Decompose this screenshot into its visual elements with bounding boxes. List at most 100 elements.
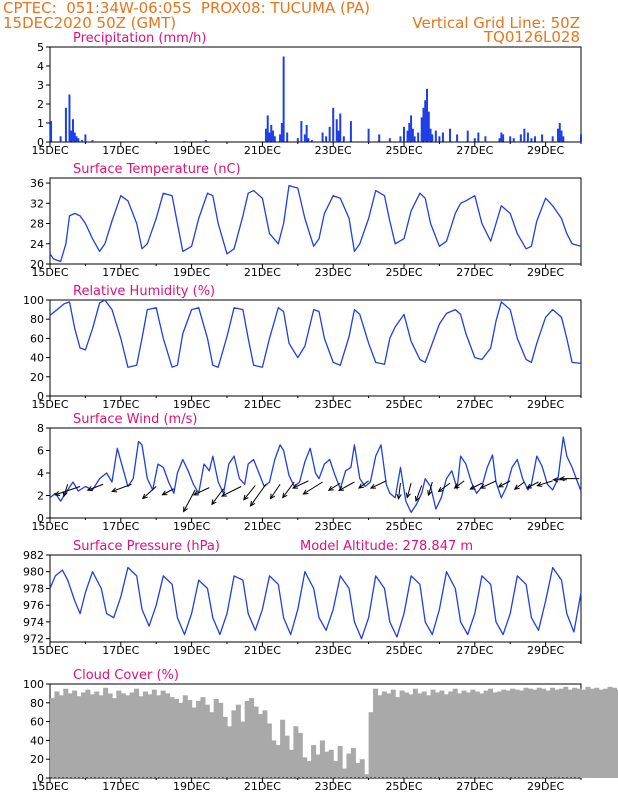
cloud-bar — [156, 695, 162, 778]
cloud-bar — [328, 749, 334, 778]
header-date: 15DEC2020 50Z (GMT) — [3, 14, 177, 32]
cloud-bar — [284, 735, 290, 778]
precip-bar — [431, 134, 434, 142]
wind-arrow-head — [479, 483, 486, 489]
cloud-bar — [355, 762, 361, 778]
cloud-bar — [85, 689, 91, 778]
precip-bar — [378, 134, 381, 142]
cloud-bar — [76, 696, 82, 778]
cloud-bar — [439, 690, 445, 778]
panel-5-ytick-label: 982 — [23, 549, 44, 562]
cloud-bar — [483, 690, 489, 778]
panel-3-ytick-label: 40 — [30, 352, 44, 365]
precip-bar — [558, 123, 561, 142]
panel-1-xtick-label: 19DEC — [173, 144, 210, 157]
panel-6-xtick-label: 27DEC — [456, 780, 493, 793]
wind-arrow — [358, 480, 369, 489]
wind-arrow — [328, 482, 341, 491]
panel-6-xtick-label: 23DEC — [315, 780, 352, 793]
precip-bar — [526, 132, 529, 142]
wind-arrow-head — [220, 491, 227, 497]
cloud-bar — [576, 688, 582, 778]
wind-arrow — [438, 482, 451, 492]
precip-bar — [307, 138, 310, 142]
panel-1-ytick-label: 2 — [37, 98, 44, 111]
panel-2-xtick-label: 17DEC — [102, 266, 139, 279]
cloud-bar — [257, 714, 263, 778]
panel-5-xtick-label: 15DEC — [31, 644, 68, 657]
cloud-bar — [421, 691, 427, 778]
precip-bar — [509, 136, 512, 142]
cloud-bar — [306, 761, 312, 778]
cloud-bar — [169, 697, 175, 778]
cloud-bar — [523, 687, 529, 778]
wind-arrow — [406, 482, 412, 498]
panel-1-xtick-label: 17DEC — [102, 144, 139, 157]
precip-bar — [286, 132, 289, 142]
wind-arrow-head — [405, 492, 411, 499]
cloud-bar — [554, 689, 560, 778]
cloud-bar — [173, 699, 179, 778]
panel-4-xtick-label: 15DEC — [31, 520, 68, 533]
precip-bar — [512, 138, 515, 142]
wind-arrow — [250, 483, 267, 507]
panel-4-ytick-label: 6 — [37, 445, 44, 458]
panel-6-xtick-label: 17DEC — [102, 780, 139, 793]
cloud-bar — [120, 693, 126, 778]
wind-arrow-head — [243, 494, 249, 501]
cloud-bar — [364, 774, 370, 778]
panel-3-ytick-label: 100 — [23, 294, 44, 307]
panel-6-xtick-label: 19DEC — [173, 780, 210, 793]
wind-arrow-head — [396, 493, 402, 500]
cloud-bar — [222, 716, 228, 778]
cloud-bar — [213, 699, 219, 778]
cloud-bar — [399, 690, 405, 778]
header-grid-line: Vertical Grid Line: 50Z — [412, 14, 580, 32]
cloud-bar — [142, 691, 148, 778]
precip-bar — [273, 136, 276, 142]
panel-4-xtick-label: 27DEC — [456, 520, 493, 533]
panel-5-title: Surface Pressure (hPa) — [73, 539, 220, 554]
cloud-bar — [412, 688, 418, 778]
cloud-bar — [89, 694, 95, 778]
panel-6-ytick-label: 80 — [30, 697, 44, 710]
wind-arrow-head — [161, 490, 168, 496]
panel-1-xtick-label: 15DEC — [31, 144, 68, 157]
cloud-bar — [191, 707, 197, 778]
wind-arrow — [63, 484, 69, 497]
wind-arrow — [87, 483, 104, 491]
panel-2-ytick-label: 20 — [30, 258, 44, 271]
panel-1-frame — [49, 46, 582, 143]
precip-bar — [466, 130, 469, 142]
cloud-bar — [426, 695, 432, 778]
header-model-code: TQ0126L028 — [483, 28, 580, 46]
precip-bar — [438, 136, 441, 142]
wind-arrow-head — [338, 486, 345, 491]
panel-1-ytick-label: 4 — [37, 60, 44, 73]
panel-5-ytick-label: 980 — [23, 566, 44, 579]
panel-5-xtick-label: 25DEC — [385, 644, 422, 657]
cloud-bar — [474, 691, 480, 778]
cloud-bar — [567, 689, 573, 778]
cloud-bar — [50, 698, 56, 778]
precip-bar — [270, 124, 273, 142]
precip-bar — [339, 113, 342, 142]
precip-bar — [183, 141, 186, 142]
panel-3-xtick-label: 25DEC — [385, 398, 422, 411]
cloud-bar — [346, 753, 352, 778]
precip-bar — [449, 128, 452, 142]
wind-arrow-head — [552, 477, 559, 483]
cloud-bar — [373, 688, 379, 778]
cloud-bar — [200, 697, 206, 778]
cloud-bar — [134, 688, 140, 778]
panel-1-ytick-label: 1 — [37, 117, 44, 130]
cloud-bar — [550, 687, 556, 778]
panel-1-xtick-label: 23DEC — [315, 144, 352, 157]
precip-bar — [413, 136, 416, 142]
panel-5-series-line — [49, 566, 582, 640]
panel-2-xtick-label: 29DEC — [527, 266, 564, 279]
panel-5-xtick-label: 21DEC — [244, 644, 281, 657]
panel-1-ytick-label: 5 — [37, 41, 44, 54]
panel-5-xtick-label: 27DEC — [456, 644, 493, 657]
wind-arrow — [526, 481, 539, 489]
